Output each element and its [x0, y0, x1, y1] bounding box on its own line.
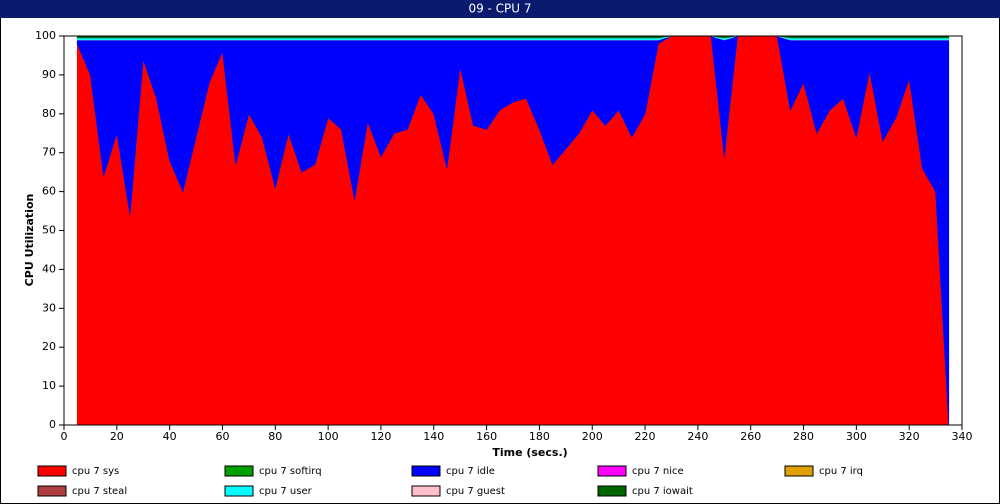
- y-tick-label: 90: [42, 68, 56, 81]
- x-tick-label: 240: [687, 430, 708, 443]
- legend-label: cpu 7 irq: [819, 466, 863, 477]
- x-axis-label: Time (secs.): [492, 446, 567, 459]
- x-tick-label: 140: [423, 430, 444, 443]
- chart-title: 09 - CPU 7: [468, 2, 531, 16]
- x-tick-label: 280: [793, 430, 814, 443]
- x-tick-label: 340: [952, 430, 973, 443]
- y-tick-label: 40: [42, 262, 56, 275]
- x-tick-label: 40: [163, 430, 177, 443]
- y-tick-label: 80: [42, 107, 56, 120]
- y-tick-label: 50: [42, 224, 56, 237]
- y-tick-label: 10: [42, 379, 56, 392]
- y-tick-label: 100: [35, 29, 56, 42]
- x-tick-label: 160: [476, 430, 497, 443]
- legend-swatch: [597, 485, 627, 497]
- x-tick-label: 320: [899, 430, 920, 443]
- y-tick-label: 70: [42, 146, 56, 159]
- x-tick-label: 120: [370, 430, 391, 443]
- legend-swatch: [411, 465, 441, 477]
- y-tick-label: 20: [42, 340, 56, 353]
- legend-label: cpu 7 idle: [446, 466, 495, 477]
- x-tick-label: 20: [110, 430, 124, 443]
- x-tick-label: 200: [582, 430, 603, 443]
- legend-swatch: [784, 465, 814, 477]
- y-axis-label: CPU Utilization: [23, 194, 36, 287]
- legend-label: cpu 7 user: [259, 486, 313, 497]
- legend-swatch: [37, 465, 67, 477]
- legend-label: cpu 7 steal: [72, 486, 127, 497]
- x-tick-label: 100: [318, 430, 339, 443]
- x-tick-label: 0: [61, 430, 68, 443]
- x-tick-label: 180: [529, 430, 550, 443]
- legend-label: cpu 7 softirq: [259, 466, 322, 477]
- legend-label: cpu 7 iowait: [632, 486, 693, 497]
- x-tick-label: 60: [215, 430, 229, 443]
- y-tick-label: 60: [42, 185, 56, 198]
- legend-label: cpu 7 guest: [446, 486, 505, 497]
- x-tick-label: 300: [846, 430, 867, 443]
- x-tick-label: 80: [268, 430, 282, 443]
- y-tick-label: 30: [42, 301, 56, 314]
- x-tick-label: 260: [740, 430, 761, 443]
- legend-swatch: [224, 485, 254, 497]
- legend-swatch: [411, 485, 441, 497]
- y-tick-label: 0: [49, 418, 56, 431]
- x-tick-label: 220: [635, 430, 656, 443]
- legend-swatch: [37, 485, 67, 497]
- legend-label: cpu 7 nice: [632, 466, 684, 477]
- legend-label: cpu 7 sys: [72, 466, 119, 477]
- legend-swatch: [224, 465, 254, 477]
- legend-swatch: [597, 465, 627, 477]
- title-bar: [0, 0, 1000, 18]
